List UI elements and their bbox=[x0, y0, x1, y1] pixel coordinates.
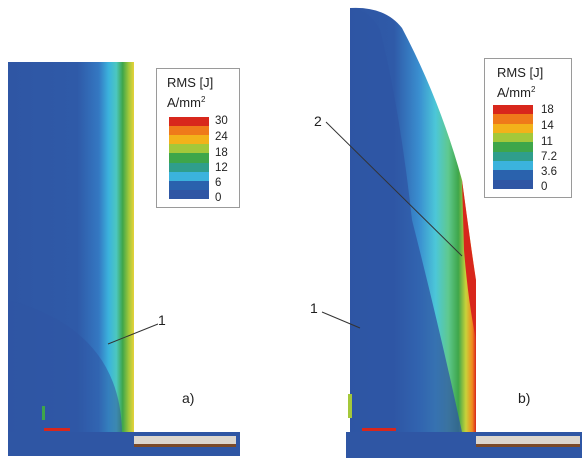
panel-b-geometry bbox=[321, 7, 582, 458]
legend-tick: 24 bbox=[215, 131, 228, 143]
color-band bbox=[493, 179, 533, 189]
panel-a-green-mark bbox=[42, 406, 45, 420]
color-band bbox=[169, 117, 209, 127]
color-band bbox=[169, 144, 209, 154]
panel-b-hotspot bbox=[462, 180, 476, 340]
color-band bbox=[169, 171, 209, 181]
panel-b-marker-2-leader bbox=[325, 121, 463, 257]
panel-a-inner-shade bbox=[8, 300, 122, 432]
legend-tick: 0 bbox=[215, 192, 222, 204]
panel-a-legend: RMS [J] A/mm2 30 24 18 12 6 0 bbox=[156, 68, 240, 208]
panel-a-base-strip bbox=[134, 436, 236, 444]
legend-tick: 18 bbox=[215, 147, 228, 159]
color-scale bbox=[169, 117, 209, 199]
color-band bbox=[169, 180, 209, 190]
color-band bbox=[493, 114, 533, 124]
panel-b-marker-1-leader bbox=[321, 311, 361, 329]
panel-a-marker-1: 1 bbox=[158, 312, 166, 328]
legend-tick: 14 bbox=[541, 120, 554, 132]
color-band bbox=[493, 142, 533, 152]
panel-a-base-line bbox=[134, 444, 236, 447]
color-band bbox=[493, 105, 533, 115]
panel-b-green-mark bbox=[348, 394, 352, 418]
legend-tick: 3.6 bbox=[541, 166, 557, 178]
legend-tick: 0 bbox=[541, 181, 548, 193]
panel-b-marker-2: 2 bbox=[314, 113, 322, 129]
legend-tick: 11 bbox=[541, 136, 553, 148]
panel-a-marker-1-leader bbox=[107, 323, 159, 345]
legend-title: RMS [J] bbox=[497, 65, 544, 80]
color-band bbox=[493, 151, 533, 161]
color-band bbox=[169, 126, 209, 136]
panel-b-inner-shade bbox=[350, 8, 462, 432]
color-band bbox=[169, 135, 209, 145]
legend-tick: 6 bbox=[215, 177, 222, 189]
panel-a-geometry bbox=[8, 62, 240, 456]
panel-b-marker-1: 1 bbox=[310, 300, 318, 316]
panel-b-base-strip bbox=[476, 436, 580, 444]
color-band bbox=[493, 132, 533, 143]
color-band bbox=[169, 153, 209, 163]
panel-a-tag: a) bbox=[182, 390, 195, 406]
color-band bbox=[493, 160, 533, 171]
color-band bbox=[169, 162, 209, 172]
color-band bbox=[169, 189, 209, 199]
color-scale bbox=[493, 105, 533, 189]
color-band bbox=[493, 170, 533, 180]
panel-b-legend: RMS [J] A/mm2 18 14 11 7.2 3.6 0 bbox=[484, 58, 572, 198]
panel-b-base-line bbox=[476, 444, 580, 447]
panel-b-red-mark bbox=[362, 428, 396, 431]
legend-tick: 7.2 bbox=[541, 151, 557, 163]
legend-unit: A/mm2 bbox=[497, 85, 536, 100]
legend-tick: 18 bbox=[541, 104, 554, 116]
legend-tick: 12 bbox=[215, 162, 228, 174]
legend-title: RMS [J] bbox=[167, 75, 214, 90]
panel-a-red-mark bbox=[44, 428, 70, 431]
panel-b-tag: b) bbox=[518, 390, 531, 406]
legend-tick: 30 bbox=[215, 115, 228, 127]
color-band bbox=[493, 123, 533, 133]
legend-unit: A/mm2 bbox=[167, 95, 206, 110]
